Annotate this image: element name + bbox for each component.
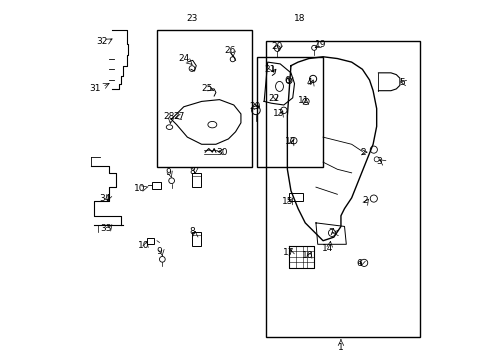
Text: 15: 15 [282, 197, 293, 206]
Text: 4: 4 [306, 78, 312, 87]
Text: 13: 13 [273, 109, 285, 118]
Text: 16: 16 [302, 251, 313, 260]
Text: 6: 6 [284, 76, 290, 85]
Text: 17: 17 [283, 248, 294, 257]
Text: 6: 6 [356, 260, 362, 269]
Text: 28: 28 [163, 112, 174, 121]
Text: 11: 11 [297, 96, 308, 105]
Text: 9: 9 [165, 168, 171, 177]
Text: 5: 5 [399, 78, 405, 87]
Text: 25: 25 [201, 84, 212, 93]
Text: 10: 10 [134, 184, 145, 193]
Text: 32: 32 [96, 37, 107, 46]
Text: 18: 18 [293, 14, 305, 23]
Text: 26: 26 [224, 46, 235, 55]
Text: 31: 31 [89, 84, 101, 93]
Text: 20: 20 [270, 42, 282, 51]
Text: 21: 21 [264, 66, 275, 75]
Text: 19: 19 [314, 40, 325, 49]
Text: 34: 34 [99, 194, 111, 203]
Text: 33: 33 [100, 224, 111, 233]
Text: 8: 8 [189, 227, 195, 236]
Text: 23: 23 [186, 14, 198, 23]
Text: 24: 24 [178, 54, 189, 63]
Text: 14: 14 [321, 244, 332, 253]
Text: 9: 9 [156, 247, 162, 256]
Text: 27: 27 [173, 112, 184, 121]
Text: 2: 2 [361, 196, 367, 205]
Text: 22: 22 [267, 94, 279, 103]
Text: 29: 29 [249, 102, 261, 111]
Text: 30: 30 [216, 148, 227, 157]
Text: 10: 10 [138, 240, 149, 249]
Text: 12: 12 [284, 137, 295, 146]
Text: 7: 7 [327, 228, 333, 237]
Text: 8: 8 [189, 167, 195, 176]
Text: 3: 3 [376, 157, 382, 166]
Text: 2: 2 [360, 148, 365, 157]
Text: 1: 1 [337, 343, 343, 352]
